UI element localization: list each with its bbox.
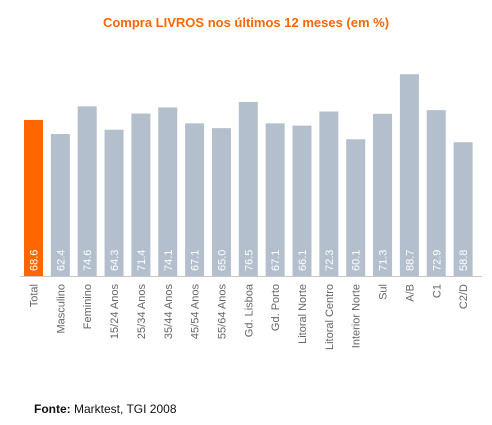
value-label: 76.5 (243, 250, 255, 271)
source-note: Fonte: Marktest, TGI 2008 (34, 402, 177, 416)
value-label: 65.0 (216, 250, 228, 271)
source-text: Marktest, TGI 2008 (74, 402, 177, 416)
bar-c1 (426, 110, 446, 277)
bar-total (24, 119, 43, 276)
bar-litoral-centro (319, 111, 339, 277)
value-labels-group: 68.6 62.4 74.6 64.3 71.4 74.1 67.1 65.0 76.5 67.1… (29, 250, 471, 271)
x-tick-label: Interior Norte (351, 284, 363, 348)
x-tick-label: Total (29, 284, 41, 307)
x-tick-label: Feminino (82, 284, 94, 329)
bar-35-44-anos (158, 107, 178, 276)
value-label: 68.6 (29, 250, 41, 271)
value-label: 66.1 (297, 250, 309, 271)
bar-litoral-norte (292, 125, 312, 277)
x-tick-label: Litoral Norte (297, 284, 309, 344)
bar-gd-porto (265, 123, 285, 276)
bar-25-34-anos (131, 113, 151, 276)
bar-45-54-anos (185, 123, 205, 276)
x-tick-label: A/B (404, 284, 416, 302)
x-tick-label: Masculino (55, 284, 67, 334)
tick-labels-group: Total Masculino Feminino 15/24 Anos 25/34 An… (29, 283, 471, 350)
bar-interior-norte (346, 139, 366, 276)
bar-gd-lisboa (238, 101, 258, 277)
value-label: 71.3 (378, 250, 390, 271)
x-tick-label: Gd. Lisboa (243, 283, 255, 337)
bar-15-24-anos (104, 129, 124, 276)
bar-55-64-anos (211, 128, 231, 277)
x-tick-label: 25/34 Anos (136, 284, 148, 340)
value-label: 72.9 (431, 250, 443, 271)
value-label: 67.1 (190, 250, 202, 271)
x-tick-label: Sul (378, 284, 390, 300)
x-tick-label: Litoral Centro (324, 284, 336, 350)
value-label: 67.1 (270, 250, 282, 271)
bar-feminino (77, 106, 97, 276)
bar-a-b (399, 74, 419, 277)
value-label: 62.4 (55, 250, 67, 271)
value-label: 58.8 (458, 250, 470, 271)
bar-c2-d (453, 142, 473, 276)
x-tick-label: 45/54 Anos (190, 284, 202, 340)
chart-title: Compra LIVROS nos últimos 12 meses (em %… (102, 15, 390, 30)
x-tick-label: 35/44 Anos (163, 284, 175, 340)
bar-masculino (50, 134, 70, 276)
value-label: 74.1 (163, 250, 175, 271)
x-tick-label: C1 (431, 284, 443, 298)
value-label: 88.7 (404, 250, 416, 271)
x-tick-label: 55/64 Anos (216, 284, 228, 340)
value-label: 64.3 (109, 250, 121, 271)
bars-group (24, 74, 473, 277)
x-tick-label: Gd. Porto (270, 284, 282, 331)
value-label: 60.1 (351, 250, 363, 271)
value-label: 71.4 (136, 250, 148, 271)
x-tick-label: C2/D (458, 284, 470, 309)
x-tick-label: 15/24 Anos (109, 284, 121, 340)
value-label: 72.3 (324, 250, 336, 271)
value-label: 74.6 (82, 250, 94, 271)
bar-sul (373, 113, 393, 276)
source-label: Fonte: (34, 402, 71, 416)
